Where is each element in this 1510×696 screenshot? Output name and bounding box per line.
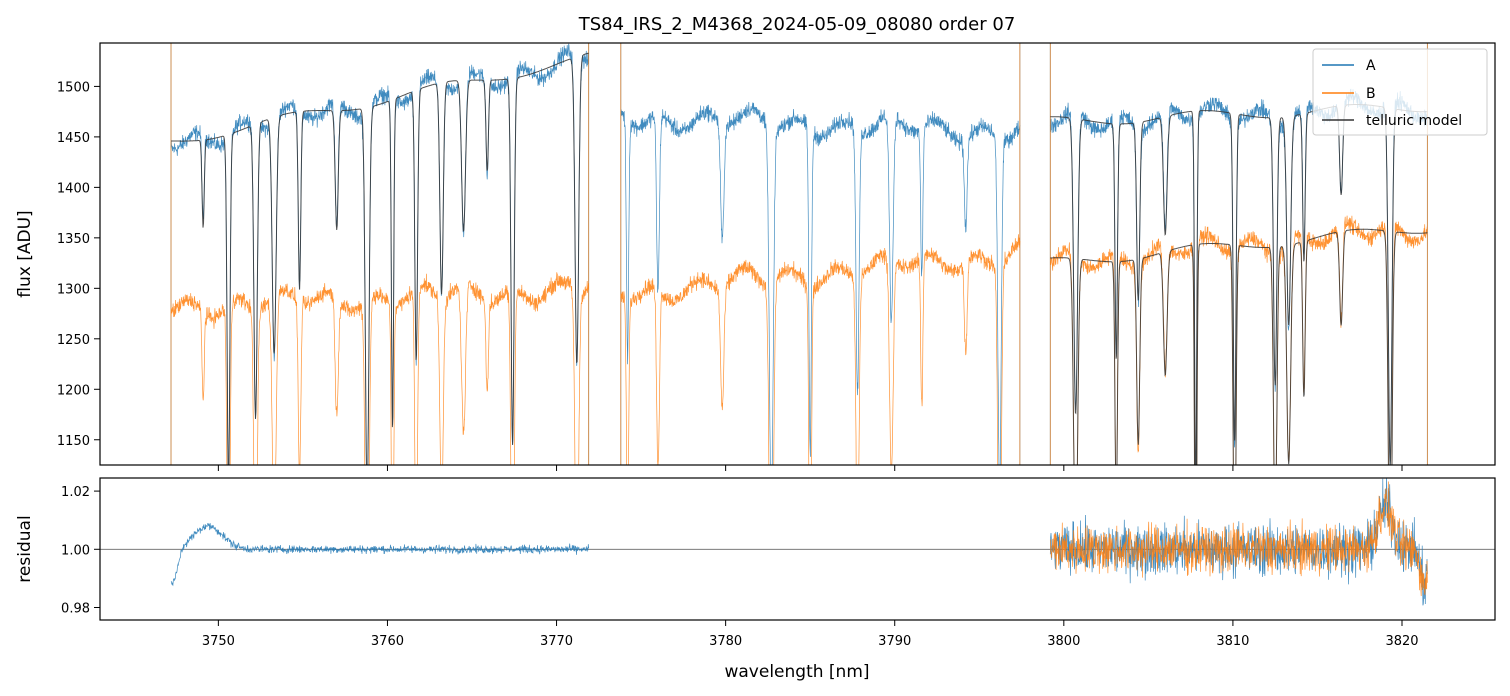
- spectrum-axes-frame: [99, 42, 1496, 466]
- y-tick-label-1350: 1350: [57, 232, 90, 247]
- x-axis-label: wavelength [nm]: [724, 662, 869, 682]
- x-tick-label-3780: 3780: [709, 634, 742, 649]
- x-tick-label-3790: 3790: [878, 634, 911, 649]
- residual-y-tick-label-2: 1.02: [61, 485, 90, 500]
- y-tick-label-1150: 1150: [57, 434, 90, 449]
- y-axis-label-residual: residual: [15, 515, 35, 582]
- legend-label-telluric: telluric model: [1366, 113, 1462, 129]
- spectrum-plot-area: [170, 43, 1428, 465]
- series-b-segment-1: [620, 234, 1021, 465]
- series-b-segment-0: [170, 272, 590, 465]
- series-telluric-model-segment-0: [171, 52, 589, 465]
- legend: A B telluric model: [1312, 48, 1488, 136]
- residual-y-tick-label-1: 1.00: [61, 543, 90, 558]
- x-tick-label-3750: 3750: [202, 634, 235, 649]
- series-a-segment-0: [170, 43, 590, 465]
- residual-panel: 0.98 1.00 1.02 3750 3760 3770 3780 3790 3800 3810…: [15, 477, 1496, 682]
- y-axis-label-flux: flux [ADU]: [15, 210, 35, 297]
- residual-series-b-segment-0: [1049, 481, 1428, 597]
- residual-plot-area: [100, 478, 1495, 606]
- legend-box: [1312, 48, 1488, 136]
- y-tick-label-1250: 1250: [57, 333, 90, 348]
- x-tick-label-3770: 3770: [540, 634, 573, 649]
- x-tick-label-3760: 3760: [371, 634, 404, 649]
- residual-series-a-segment-0: [170, 522, 590, 587]
- chart-title: TS84_IRS_2_M4368_2024-05-09_08080 order …: [578, 14, 1016, 35]
- spectrum-ticks: 1150 1200 1250 1300 1350 1400 1450 1500: [57, 80, 1403, 471]
- series-a-segment-1: [620, 101, 1021, 465]
- x-tick-label-3820: 3820: [1385, 634, 1418, 649]
- residual-ticks: 0.98 1.00 1.02 3750 3760 3770 3780 3790 3800 3810…: [61, 485, 1419, 649]
- spectrum-panel: 1150 1200 1250 1300 1350 1400 1450 1500 flux [A…: [15, 42, 1496, 471]
- y-tick-label-1400: 1400: [57, 181, 90, 196]
- y-tick-label-1450: 1450: [57, 131, 90, 146]
- series-b-segment-2: [1049, 215, 1428, 465]
- y-tick-label-1200: 1200: [57, 383, 90, 398]
- x-tick-label-3810: 3810: [1216, 634, 1249, 649]
- y-tick-label-1300: 1300: [57, 282, 90, 297]
- y-tick-label-1500: 1500: [57, 80, 90, 95]
- legend-label-a: A: [1366, 58, 1376, 74]
- x-tick-label-3800: 3800: [1047, 634, 1080, 649]
- series-telluric-model-segment-2: [1050, 228, 1428, 465]
- residual-y-tick-label-0: 0.98: [61, 601, 90, 616]
- legend-label-b: B: [1366, 86, 1376, 102]
